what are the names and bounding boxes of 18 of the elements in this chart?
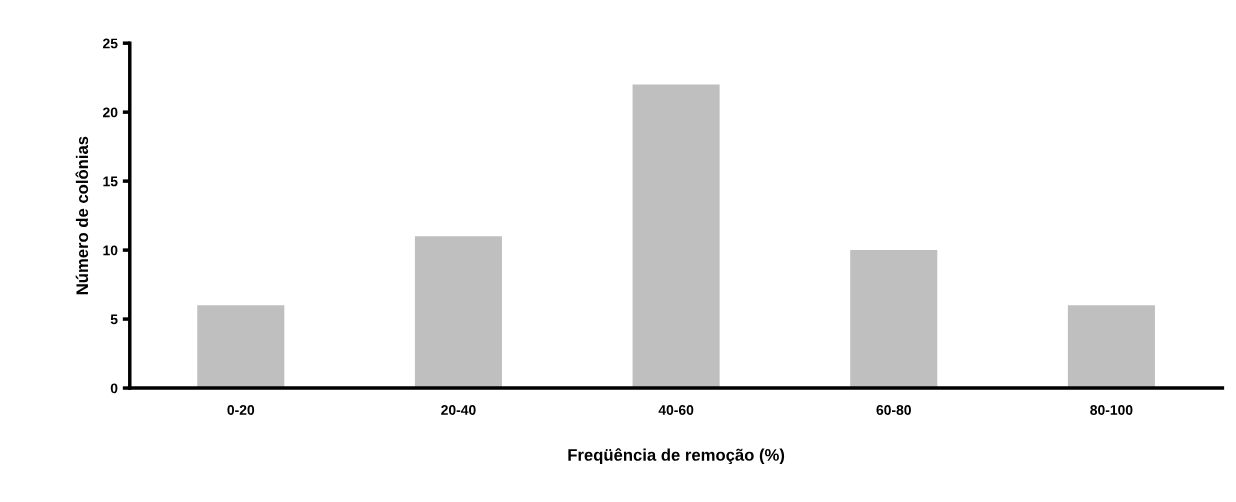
x-tick-label: 40-60: [658, 405, 694, 415]
bar: [632, 84, 720, 389]
x-axis-title: Freqüência de remoção (%): [568, 448, 785, 465]
bar: [197, 305, 285, 389]
y-tick-label: 25: [103, 38, 118, 49]
bar: [414, 236, 502, 389]
x-tick-label: 80-100: [1090, 405, 1133, 415]
bar: [1067, 305, 1155, 389]
x-tick-label: 20-40: [441, 405, 476, 415]
y-tick-label: 20: [103, 107, 118, 118]
bar: [850, 250, 938, 389]
y-tick-label: 5: [110, 314, 118, 325]
x-tick-label: 0-20: [227, 405, 255, 415]
y-tick-label: 10: [103, 245, 118, 256]
x-tick-label: 60-80: [876, 405, 911, 415]
y-tick-label: 15: [103, 176, 118, 187]
y-axis-title: Número de colônias: [75, 136, 89, 295]
y-tick-label: 0: [110, 383, 118, 394]
